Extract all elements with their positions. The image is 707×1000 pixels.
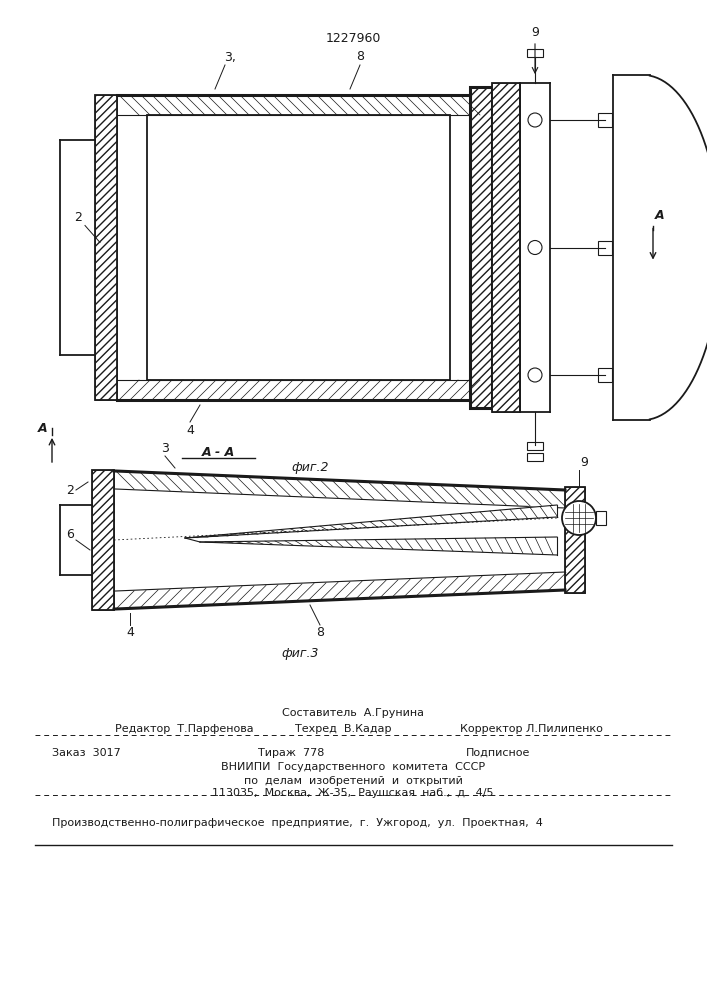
Text: А - А: А - А (201, 446, 235, 458)
Bar (492, 83, 520, 412)
Bar (565, 487, 585, 593)
Bar (527, 442, 543, 450)
Text: А: А (38, 422, 48, 434)
Text: Корректор Л.Пилипенко: Корректор Л.Пилипенко (460, 724, 603, 734)
Circle shape (562, 501, 596, 535)
Text: 2: 2 (74, 211, 82, 224)
Text: 3: 3 (161, 442, 169, 454)
Polygon shape (185, 505, 557, 538)
Text: 8: 8 (356, 50, 364, 64)
Circle shape (528, 113, 542, 127)
Bar (95, 95, 117, 400)
Bar (596, 511, 606, 525)
Bar (92, 470, 114, 610)
Text: 9: 9 (580, 456, 588, 468)
Text: А: А (655, 209, 665, 222)
Bar (470, 87, 492, 408)
Circle shape (528, 368, 542, 382)
Bar (598, 113, 612, 127)
Bar (598, 240, 612, 254)
Text: Подписное: Подписное (466, 748, 530, 758)
Bar (92, 470, 114, 610)
Text: Редактор  Т.Парфенова: Редактор Т.Парфенова (115, 724, 254, 734)
Bar (527, 453, 543, 461)
Bar (527, 49, 543, 57)
Bar (95, 95, 117, 400)
Text: 6: 6 (66, 528, 74, 542)
Text: 113035,  Москва,  Ж-35,  Раушская  наб.,  д.  4/5: 113035, Москва, Ж-35, Раушская наб., д. … (212, 788, 493, 798)
Text: ВНИИПИ  Государственного  комитета  СССР: ВНИИПИ Государственного комитета СССР (221, 762, 485, 772)
Text: Тираж  778: Тираж 778 (258, 748, 325, 758)
Bar (147, 115, 450, 380)
Text: Составитель  А.Грунина: Составитель А.Грунина (282, 708, 424, 718)
Text: 9: 9 (531, 26, 539, 39)
Bar (470, 87, 492, 408)
Bar (598, 368, 612, 382)
Text: фиг.2: фиг.2 (291, 462, 329, 475)
Text: 8: 8 (316, 626, 324, 639)
Text: по  делам  изобретений  и  открытий: по делам изобретений и открытий (244, 776, 462, 786)
Polygon shape (200, 537, 557, 555)
Text: 1227960: 1227960 (325, 32, 380, 45)
Text: 2: 2 (66, 484, 74, 496)
Text: фиг.3: фиг.3 (281, 648, 319, 660)
Text: Техред  В.Кадар: Техред В.Кадар (295, 724, 392, 734)
Text: 4: 4 (186, 424, 194, 436)
Text: Производственно-полиграфическое  предприятие,  г.  Ужгород,  ул.  Проектная,  4: Производственно-полиграфическое предприя… (52, 818, 543, 828)
Text: 4: 4 (126, 626, 134, 639)
Bar (492, 83, 520, 412)
Circle shape (528, 240, 542, 254)
Bar (565, 487, 585, 593)
Text: Заказ  3017: Заказ 3017 (52, 748, 121, 758)
Text: 3,: 3, (224, 50, 236, 64)
